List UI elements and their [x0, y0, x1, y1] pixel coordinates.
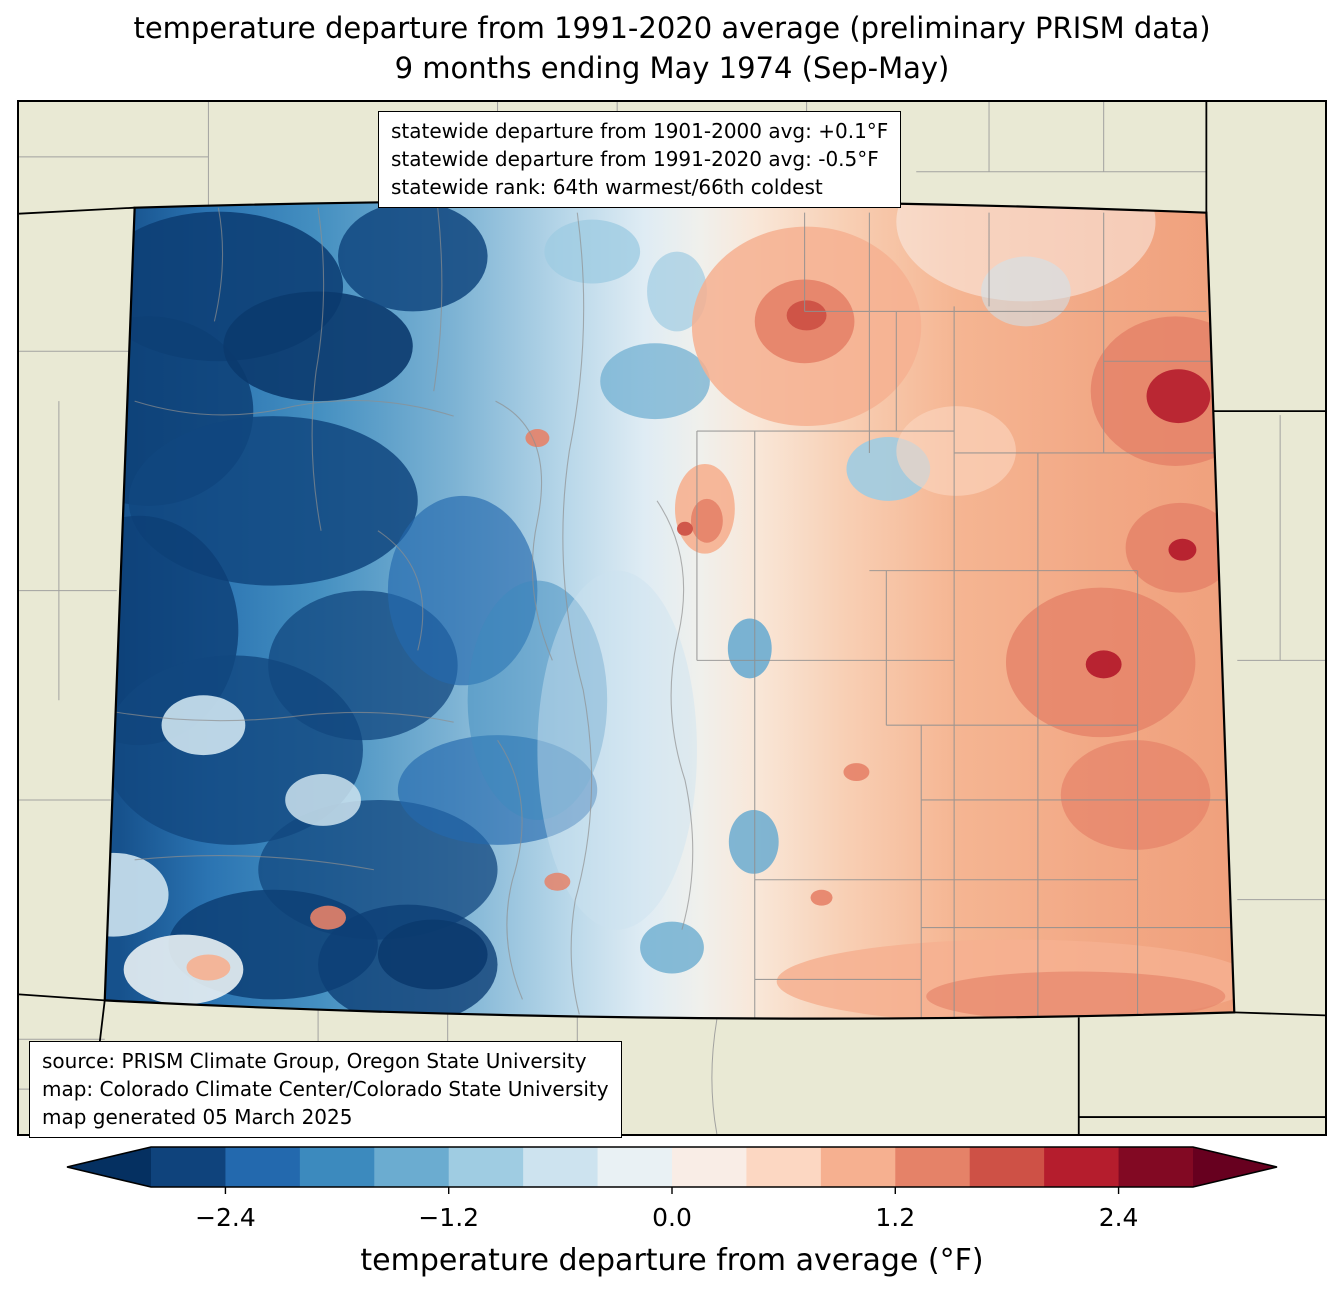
colorbar-segment [1044, 1147, 1120, 1187]
title-line-1: temperature departure from 1991-2020 ave… [133, 11, 1211, 45]
anomaly-blob [186, 954, 231, 981]
anomaly-blob [600, 343, 710, 420]
colorbar-segment [1118, 1147, 1194, 1187]
source-line-2: map: Colorado Climate Center/Colorado St… [42, 1077, 609, 1101]
anomaly-blob [537, 570, 697, 930]
anomaly-blob [223, 291, 413, 402]
colorado-anomaly-map [19, 102, 1325, 1134]
anomaly-blob [104, 852, 169, 937]
colorbar-segment [299, 1147, 375, 1187]
source-line-3: map generated 05 March 2025 [42, 1105, 353, 1129]
anomaly-blob [123, 934, 244, 1005]
anomaly-blob [1168, 538, 1197, 561]
stats-line-3: statewide rank: 64th warmest/66th coldes… [391, 175, 823, 199]
anomaly-blob [310, 905, 346, 930]
colorbar-segment [225, 1147, 301, 1187]
anomaly-blob [1060, 740, 1211, 850]
colorbar-tick-label: 2.4 [1099, 1203, 1139, 1232]
anomaly-blob [810, 889, 833, 906]
anomaly-blob [525, 429, 550, 447]
anomaly-blob [544, 872, 571, 891]
title-line-2: 9 months ending May 1974 (Sep-May) [394, 51, 950, 86]
anomaly-blob [285, 774, 361, 826]
anomaly-blob [728, 809, 779, 874]
colorbar-tick-label: −1.2 [418, 1203, 479, 1232]
colorbar-tick-label: 1.2 [875, 1203, 915, 1232]
anomaly-blobs [104, 200, 1235, 1019]
anomaly-blob [926, 971, 1226, 1019]
anomaly-blob [981, 256, 1071, 327]
source-line-1: source: PRISM Climate Group, Oregon Stat… [42, 1049, 587, 1073]
colorbar-segment [151, 1147, 227, 1187]
stats-line-2: statewide departure from 1991-2020 avg: … [391, 147, 879, 171]
colorbar-segment [374, 1147, 450, 1187]
colorbar-segment [820, 1147, 896, 1187]
figure-title: temperature departure from 1991-2020 ave… [0, 8, 1344, 88]
anomaly-blob [161, 695, 246, 756]
map-frame: statewide departure from 1901-2000 avg: … [17, 100, 1327, 1138]
colorbar-tick-label: −2.4 [195, 1203, 256, 1232]
anomaly-blob [640, 921, 704, 974]
colorbar-segment [895, 1147, 971, 1187]
anomaly-blob [786, 300, 827, 331]
anomaly-blob [676, 521, 693, 536]
colorbar-segment [523, 1147, 599, 1187]
county-lines-east [696, 212, 1235, 1019]
anomaly-blob [544, 219, 641, 284]
anomaly-blob [1085, 650, 1122, 679]
colorbar-over-arrow [1193, 1147, 1277, 1187]
statewide-stats-box: statewide departure from 1901-2000 avg: … [378, 111, 902, 208]
colorbar-under-arrow [67, 1147, 151, 1187]
county-lines [104, 207, 1235, 1019]
anomaly-blob [727, 618, 772, 679]
colorbar-segment [597, 1147, 673, 1187]
anomaly-blob [896, 406, 1016, 496]
anomaly-blob [1146, 369, 1211, 424]
anomaly-blob [690, 498, 723, 543]
colorbar-segment [448, 1147, 524, 1187]
colorbar-segment [969, 1147, 1045, 1187]
stats-line-1: statewide departure from 1901-2000 avg: … [391, 119, 889, 143]
anomaly-blob [377, 919, 488, 990]
source-credit-box: source: PRISM Climate Group, Oregon Stat… [29, 1041, 622, 1138]
anomaly-blob [843, 763, 870, 782]
anomaly-blob [896, 200, 1156, 302]
anomaly-blob [647, 251, 707, 332]
colorbar: −2.4 −1.2 0.0 1.2 2.4 [66, 1146, 1278, 1232]
colorbar-segment [746, 1147, 822, 1187]
colorbar-segment [672, 1147, 748, 1187]
colorbar-axis-label: temperature departure from average (°F) [360, 1243, 984, 1278]
anomaly-blob [338, 201, 488, 312]
colorbar-tick-label: 0.0 [652, 1203, 692, 1232]
colorbar-outline [66, 1146, 1278, 1188]
county-lines-west [104, 207, 694, 1015]
